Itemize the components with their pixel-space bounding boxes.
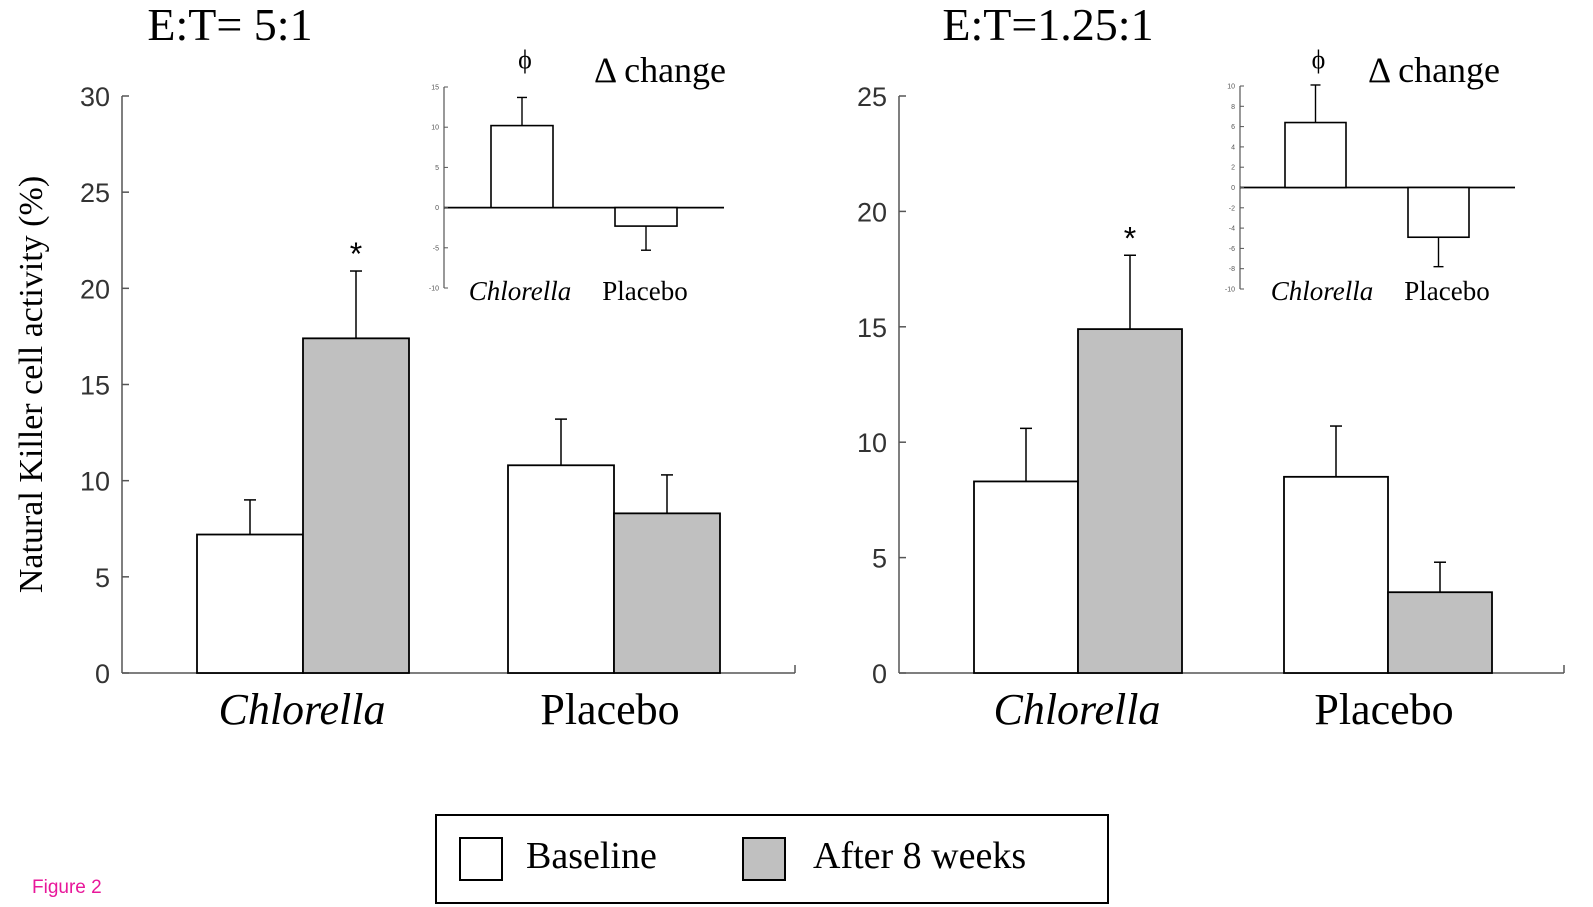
inset-y-tick-label: -2: [1229, 205, 1235, 212]
bar-chlorella-after: [1077, 328, 1183, 674]
inset-y-tick-label: -10: [429, 286, 439, 293]
bar-chlorella-after: [302, 337, 410, 674]
figure-caption: Figure 2: [32, 877, 102, 898]
inset-y-tick-label: 8: [1231, 104, 1235, 111]
inset-y-tick-label: -6: [1229, 246, 1235, 253]
bar-placebo-after: [613, 512, 721, 674]
inset-y-tick-label: 6: [1231, 124, 1235, 131]
y-tick-label: 0: [872, 659, 887, 689]
inset-chart: Δ change -10 -8 -6 -4 -2 0 2 4 6 8 10 ϕ Chlorella Plac…: [1225, 45, 1515, 306]
legend: Baseline After 8 weeks: [435, 814, 1109, 904]
y-tick-label: 5: [872, 544, 887, 574]
bar-placebo-after: [1387, 591, 1493, 674]
x-category-label: Placebo: [540, 685, 679, 734]
inset-significance-mark: ϕ: [1312, 45, 1326, 74]
x-category-label: Chlorella: [218, 685, 385, 734]
inset-y-tick-label: 5: [435, 165, 439, 172]
y-tick-label: 20: [80, 274, 110, 304]
inset-y-tick-label: 0: [1231, 185, 1235, 192]
legend-label-baseline: Baseline: [526, 835, 657, 877]
y-tick-label: 10: [80, 467, 110, 497]
inset-category-label: Chlorella: [1271, 276, 1374, 306]
legend-swatch-baseline: [459, 837, 503, 881]
significance-mark: *: [350, 236, 362, 272]
x-category-label: Chlorella: [993, 685, 1160, 734]
inset-bar-placebo: [1407, 186, 1470, 239]
legend-label-after: After 8 weeks: [813, 835, 1027, 877]
x-category-label: Placebo: [1314, 685, 1453, 734]
bar-placebo-baseline: [1283, 475, 1389, 674]
inset-chart: Δ change -10 -5 0 5 10 15 ϕ Chlorella Placebo: [429, 45, 726, 306]
inset-y-tick-label: -4: [1229, 226, 1235, 233]
inset-y-tick-label: -5: [433, 245, 439, 252]
inset-y-tick-label: -10: [1225, 287, 1235, 294]
chart-title: E:T=1.25:1: [942, 0, 1153, 50]
inset-category-label: Placebo: [602, 276, 687, 306]
chart-1: E:T= 5:1 0 5 10 15 20 25 30 Natural Killer cell …: [13, 0, 796, 734]
inset-y-tick-label: 4: [1231, 144, 1235, 151]
inset-title: Δ change: [1368, 50, 1500, 90]
inset-significance-mark: ϕ: [518, 45, 532, 74]
inset-y-tick-label: 15: [431, 85, 439, 92]
y-tick-label: 5: [95, 563, 110, 593]
bar-placebo-baseline: [507, 464, 615, 674]
inset-y-tick-label: 10: [431, 125, 439, 132]
inset-title: Δ change: [594, 50, 726, 90]
y-tick-label: 25: [80, 178, 110, 208]
bar-chlorella-baseline: [196, 533, 304, 674]
y-tick-label: 15: [80, 371, 110, 401]
inset-y-tick-label: 0: [435, 205, 439, 212]
inset-y-tick-label: 2: [1231, 165, 1235, 172]
bar-chlorella-baseline: [973, 480, 1079, 674]
legend-swatch-after: [742, 837, 786, 881]
inset-category-label: Placebo: [1404, 276, 1489, 306]
inset-y-tick-label: -8: [1229, 266, 1235, 273]
y-tick-label: 20: [857, 197, 887, 227]
y-tick-label: 30: [80, 82, 110, 112]
y-tick-label: 10: [857, 428, 887, 458]
inset-category-label: Chlorella: [469, 276, 572, 306]
y-axis-label: Natural Killer cell activity (%): [13, 176, 50, 593]
inset-bar-placebo: [614, 206, 678, 227]
chart-title: E:T= 5:1: [147, 0, 312, 50]
inset-bar-chlorella: [1284, 121, 1347, 189]
y-tick-label: 25: [857, 82, 887, 112]
significance-mark: *: [1124, 220, 1136, 256]
inset-y-tick-label: 10: [1227, 84, 1235, 91]
inset-bar-chlorella: [490, 124, 554, 209]
y-tick-label: 15: [857, 313, 887, 343]
y-tick-label: 0: [95, 659, 110, 689]
